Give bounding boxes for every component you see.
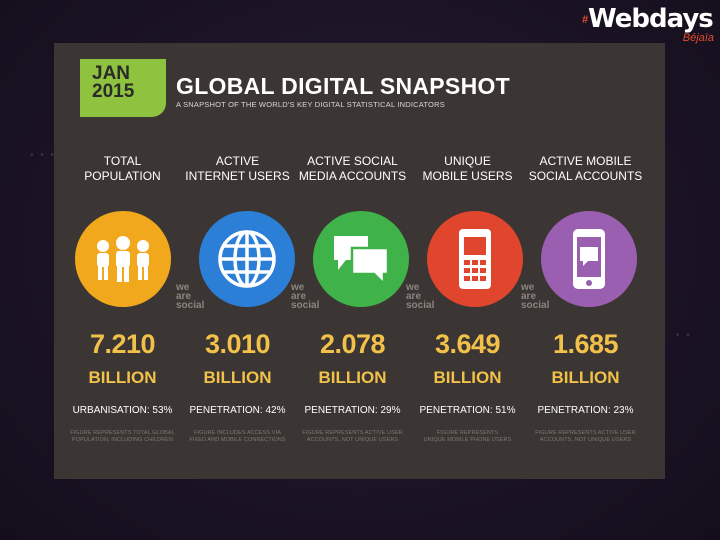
stat-value: 2.078 — [319, 329, 386, 359]
date-badge: JAN 2015 — [80, 59, 166, 117]
logo-name: Webdays — [588, 4, 714, 34]
label-line: TOTAL — [103, 154, 142, 168]
stat-value: 3.010 — [204, 329, 271, 359]
label-line: MOBILE USERS — [422, 169, 513, 183]
we-are-social-watermark: we are social — [406, 282, 435, 311]
label-line: MEDIA ACCOUNTS — [298, 169, 407, 183]
mobile-phone-icon — [427, 211, 523, 307]
globe-icon — [199, 211, 295, 307]
label-line: INTERNET USERS — [185, 169, 290, 183]
stat-footnote: FIGURE REPRESENTS UNIQUE MOBILE PHONE USE… — [423, 430, 512, 443]
stat-footnote: FIGURE REPRESENTS TOTAL GLOBAL POPULATION… — [70, 430, 175, 443]
stat-detail: PENETRATION: 51% — [419, 405, 516, 416]
date-month: JAN — [92, 63, 131, 84]
stat-detail: PENETRATION: 29% — [304, 405, 401, 416]
we-are-social-watermark: we are social — [521, 282, 550, 311]
label-line: ACTIVE MOBILE — [539, 154, 632, 168]
page-title: GLOBAL DIGITAL SNAPSHOT — [176, 73, 511, 99]
stat-unit: BILLION — [88, 368, 157, 387]
column-label: ACTIVE MOBILE SOCIAL ACCOUNTS — [528, 154, 643, 190]
logo-subtitle: Béjaïa — [682, 32, 714, 44]
digital-snapshot-slide: JAN 2015 GLOBAL DIGITAL SNAPSHOT A SNAPS… — [54, 43, 665, 479]
stat-value: 7.210 — [89, 329, 156, 359]
background-dots: • • • — [30, 150, 57, 161]
label-line: ACTIVE — [215, 154, 260, 168]
stat-unit: BILLION — [551, 368, 620, 387]
stat-detail: PENETRATION: 23% — [537, 405, 634, 416]
stat-value: 3.649 — [434, 329, 501, 359]
background-dots: • • — [676, 330, 692, 341]
label-line: SOCIAL ACCOUNTS — [528, 169, 643, 183]
stat-unit: BILLION — [203, 368, 272, 387]
label-line: ACTIVE SOCIAL — [307, 154, 398, 168]
webdays-logo: # Webdays Béjaïa — [582, 4, 720, 46]
label-line: POPULATION — [84, 169, 161, 183]
column-label: ACTIVE INTERNET USERS — [180, 154, 295, 190]
column-label: TOTAL POPULATION — [65, 154, 180, 190]
stat-footnote: FIGURE REPRESENTS ACTIVE USER ACCOUNTS, N… — [302, 430, 403, 443]
chat-bubbles-icon — [313, 211, 409, 307]
date-year: 2015 — [92, 81, 135, 102]
stat-footnote: FIGURE INCLUDES ACCESS VIA FIXED AND MOBI… — [189, 430, 286, 443]
column-label: ACTIVE SOCIAL MEDIA ACCOUNTS — [295, 154, 410, 190]
people-icon — [75, 211, 171, 307]
stat-value: 1.685 — [552, 329, 619, 359]
stat-detail: PENETRATION: 42% — [189, 405, 286, 416]
stat-unit: BILLION — [318, 368, 387, 387]
we-are-social-watermark: we are social — [291, 282, 320, 311]
label-line: UNIQUE — [444, 154, 491, 168]
stat-detail: URBANISATION: 53% — [72, 405, 173, 416]
column-label: UNIQUE MOBILE USERS — [410, 154, 525, 190]
page-subtitle: A SNAPSHOT OF THE WORLD'S KEY DIGITAL ST… — [176, 100, 445, 109]
we-are-social-watermark: we are social — [176, 282, 205, 311]
stat-footnote: FIGURE REPRESENTS ACTIVE USER ACCOUNTS, N… — [535, 430, 636, 443]
stat-unit: BILLION — [433, 368, 502, 387]
logo-hash: # — [582, 14, 589, 26]
smartphone-chat-icon — [541, 211, 637, 307]
